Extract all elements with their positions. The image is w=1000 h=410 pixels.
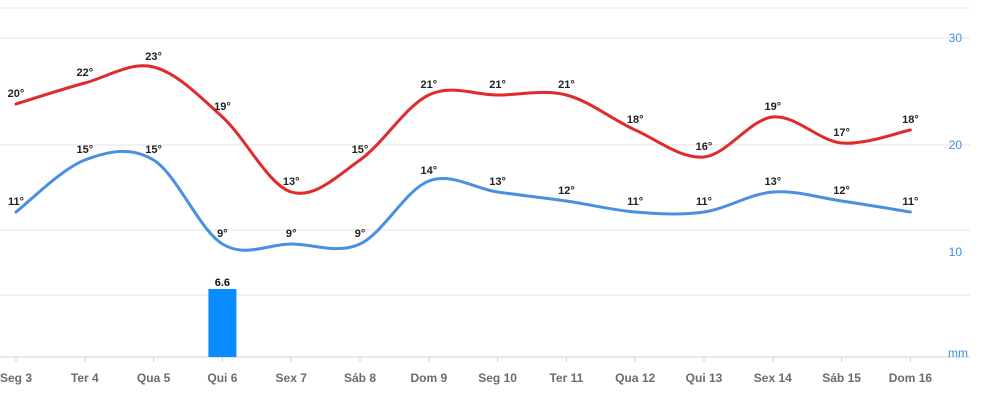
min-temperature-label: 15° (145, 144, 162, 156)
max-temperature-label: 17° (833, 127, 850, 139)
min-temperature-label: 15° (76, 144, 93, 156)
min-temperature-label: 12° (833, 185, 850, 197)
min-temperature-label: 11° (8, 196, 24, 208)
rain-bar (208, 289, 237, 357)
x-axis-label: Qui 13 (686, 371, 723, 385)
x-axis-label: Qui 6 (207, 371, 237, 385)
max-temperature-label: 21° (489, 79, 506, 91)
min-temperature-labels: 11° 15° 15° 9° 9° 9° 14° 13° 12° 11° 11° 13° 12° 11° (8, 144, 918, 240)
rain-bar-value-label: 6.6 (215, 277, 230, 289)
min-temperature-label: 9° (355, 228, 366, 240)
min-temperature-line (14, 149, 912, 252)
max-temperature-label: 15° (352, 144, 369, 156)
max-temperature-label: 20° (8, 88, 25, 100)
x-axis-label: Sáb 15 (822, 371, 861, 385)
x-axis-label: Qua 12 (615, 371, 655, 385)
x-axis-label: Ter 4 (71, 371, 99, 385)
min-temperature-label: 14° (420, 165, 437, 177)
min-temperature-label: 9° (286, 228, 297, 240)
x-axis: Seg 3 Ter 4 Qua 5 Qui 6 Sex 7 Sáb 8 Dom 9 Seg 1… (0, 357, 932, 385)
x-axis-label: Ter 11 (549, 371, 583, 385)
x-axis-label: Sáb 8 (344, 371, 376, 385)
x-axis-label: Qua 5 (137, 371, 171, 385)
x-axis-label: Seg 10 (478, 371, 517, 385)
max-temperature-label: 22° (76, 67, 93, 79)
min-temperature-label: 11° (902, 196, 918, 208)
max-temperature-line (14, 64, 912, 195)
x-axis-label: Sex 14 (754, 371, 792, 385)
rain-bars: 6.6 (208, 277, 237, 357)
min-temperature-label: 11° (627, 196, 643, 208)
max-temperature-label: 19° (214, 101, 231, 113)
min-temperature-label: 13° (764, 176, 781, 188)
max-temperature-label: 19° (764, 101, 781, 113)
grid-lines (0, 7, 970, 296)
x-axis-label: Dom 16 (889, 371, 933, 385)
max-temperature-label: 23° (145, 51, 162, 63)
min-temperature-label: 12° (558, 185, 575, 197)
min-temperature-label: 11° (696, 196, 712, 208)
y-axis-label: 10 (949, 245, 963, 259)
max-temperature-label: 18° (627, 114, 644, 126)
right-axis: 30 20 10 mm (948, 31, 968, 360)
max-temperature-label: 16° (696, 141, 713, 153)
y-axis-unit-label: mm (948, 346, 968, 360)
y-axis-label: 30 (949, 31, 963, 45)
max-temperature-labels: 20° 22° 23° 19° 13° 15° 21° 21° 21° 18° 16° 19° 17° 1… (8, 51, 919, 188)
min-temperature-label: 13° (489, 176, 506, 188)
max-temperature-label: 13° (283, 176, 300, 188)
x-axis-label: Sex 7 (276, 371, 308, 385)
x-axis-label: Dom 9 (410, 371, 447, 385)
min-temperature-label: 9° (217, 228, 228, 240)
max-temperature-label: 18° (902, 114, 919, 126)
y-axis-label: 20 (949, 138, 963, 152)
x-axis-label: Seg 3 (0, 371, 32, 385)
max-temperature-label: 21° (420, 79, 437, 91)
max-temperature-label: 21° (558, 79, 575, 91)
